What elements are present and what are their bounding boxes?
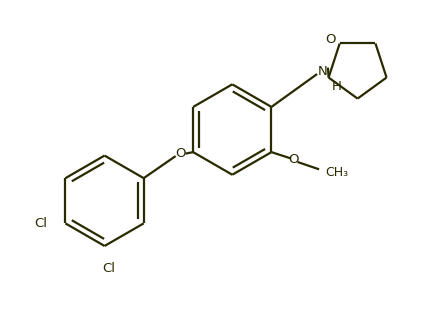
- Text: O: O: [288, 153, 299, 166]
- Text: H: H: [332, 80, 342, 93]
- Text: Cl: Cl: [34, 217, 47, 230]
- Text: O: O: [326, 33, 336, 46]
- Text: CH₃: CH₃: [325, 166, 349, 179]
- Text: Cl: Cl: [102, 262, 115, 275]
- Text: O: O: [175, 147, 186, 160]
- Text: N: N: [318, 65, 328, 78]
